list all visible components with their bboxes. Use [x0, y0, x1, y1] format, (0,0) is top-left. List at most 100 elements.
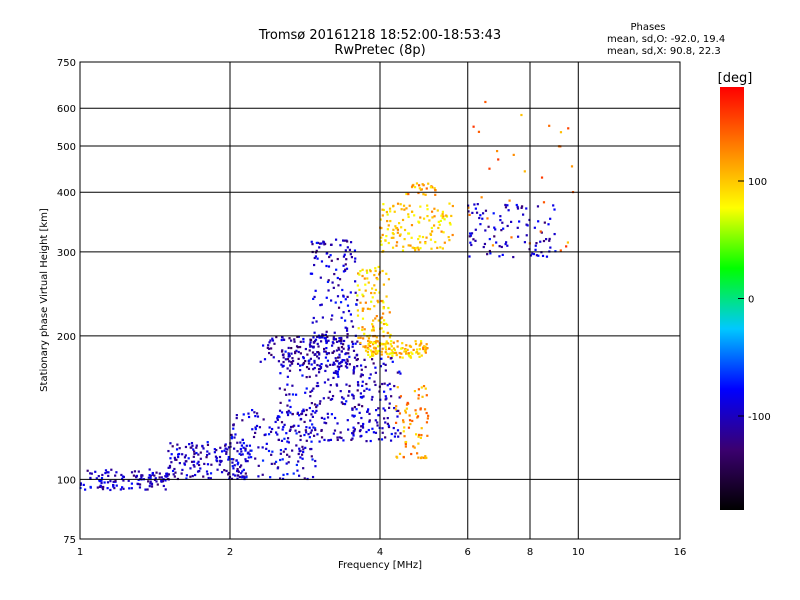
data-point — [276, 467, 279, 470]
data-point — [301, 457, 304, 460]
data-point — [350, 320, 353, 323]
data-point — [570, 165, 574, 168]
data-point — [104, 471, 107, 475]
data-point — [376, 345, 379, 348]
data-point — [448, 202, 451, 205]
data-point — [149, 476, 152, 480]
data-point — [332, 376, 335, 380]
data-point — [407, 244, 410, 247]
data-point — [333, 429, 337, 432]
data-point — [140, 474, 143, 477]
data-point — [383, 382, 386, 385]
data-point — [236, 469, 239, 473]
data-point — [389, 210, 392, 213]
data-point — [287, 346, 290, 350]
data-point — [191, 474, 194, 478]
data-point — [213, 448, 216, 451]
y-tick-label: 500 — [57, 142, 76, 153]
data-point — [369, 345, 372, 348]
data-point — [245, 444, 248, 447]
data-point — [407, 353, 410, 356]
data-point — [525, 223, 528, 226]
data-point — [418, 235, 421, 238]
data-point — [391, 352, 394, 355]
data-point — [338, 337, 341, 340]
data-point — [388, 347, 391, 350]
data-point — [271, 339, 275, 342]
y-axis-label: Stationary phase Virtual Height [km] — [39, 208, 50, 392]
data-point — [90, 472, 93, 475]
data-point — [405, 348, 408, 351]
data-point — [311, 243, 314, 246]
data-point — [286, 453, 289, 456]
data-point — [346, 360, 349, 363]
data-point — [323, 350, 326, 353]
data-point — [336, 295, 340, 298]
data-point — [340, 342, 343, 345]
data-point — [337, 368, 341, 371]
data-point — [410, 351, 413, 354]
data-point — [230, 433, 233, 437]
data-point — [311, 423, 314, 426]
data-point — [264, 433, 267, 436]
data-point — [304, 413, 308, 417]
data-point — [381, 347, 384, 350]
data-point — [330, 397, 334, 401]
data-point — [486, 217, 489, 220]
data-point — [404, 445, 407, 448]
data-point — [385, 352, 389, 355]
data-point — [180, 472, 183, 475]
data-point — [533, 226, 536, 229]
data-point — [286, 358, 290, 361]
data-point — [353, 428, 357, 431]
data-point — [366, 307, 370, 310]
data-point — [190, 460, 194, 463]
data-point — [396, 340, 399, 343]
data-point — [359, 428, 362, 432]
data-point — [370, 352, 374, 355]
data-point — [233, 464, 236, 467]
data-point — [368, 268, 372, 272]
data-point — [336, 436, 339, 439]
data-point — [358, 288, 361, 291]
data-point — [501, 253, 504, 257]
data-point — [332, 361, 335, 364]
data-point — [300, 453, 304, 456]
data-point — [404, 442, 407, 446]
data-point — [285, 462, 288, 465]
data-point — [286, 473, 289, 476]
data-point — [283, 388, 286, 391]
data-point — [371, 343, 375, 346]
data-point — [356, 314, 360, 317]
data-point — [425, 421, 429, 424]
data-point — [371, 358, 374, 361]
data-point — [213, 451, 216, 454]
data-point — [413, 390, 417, 393]
data-point — [409, 422, 412, 426]
data-point — [189, 475, 192, 478]
data-point — [396, 415, 399, 418]
data-point — [286, 440, 289, 443]
data-point — [314, 353, 317, 356]
data-point — [255, 424, 259, 428]
data-point — [271, 427, 274, 431]
data-point — [396, 386, 399, 389]
data-point — [467, 206, 470, 209]
data-point — [280, 411, 284, 414]
data-point — [114, 479, 117, 483]
data-point — [434, 193, 437, 196]
data-point — [318, 352, 321, 355]
data-point — [344, 326, 347, 329]
data-point — [254, 426, 257, 429]
data-point — [374, 366, 377, 369]
data-point — [278, 477, 282, 480]
data-point — [537, 254, 540, 257]
data-point — [194, 473, 197, 477]
data-point — [100, 481, 103, 485]
data-point — [402, 245, 405, 248]
data-point — [297, 474, 301, 477]
data-point — [236, 450, 239, 453]
data-point — [364, 289, 367, 292]
data-point — [322, 241, 326, 244]
data-point — [536, 205, 540, 208]
